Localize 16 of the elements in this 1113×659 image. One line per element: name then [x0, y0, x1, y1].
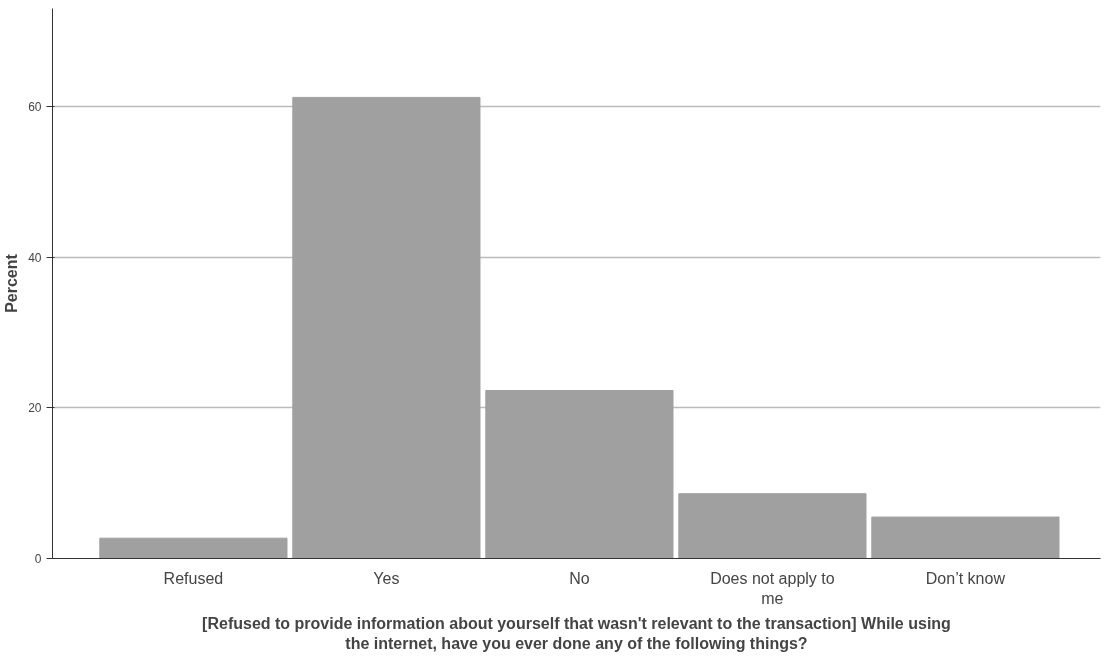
x-axis-title: [Refused to provide information about yourself that wasn't relevant to the transaction] While using the internet, have you ever done any of the following things? [202, 614, 951, 653]
bar [871, 516, 1060, 559]
y-tick-label: 0 [34, 552, 42, 566]
bar [485, 389, 674, 559]
y-tick-label: 40 [28, 250, 42, 265]
bar [99, 537, 288, 559]
bar [678, 493, 867, 559]
x-tick-label: Does not apply to me [710, 569, 835, 607]
bar [292, 96, 481, 559]
x-tick-label: Don’t know [925, 569, 1006, 587]
y-tick-label: 60 [28, 99, 42, 114]
y-tick-label: 20 [28, 401, 42, 416]
y-axis-title: Percent [3, 253, 21, 313]
x-tick-label: Refused [163, 569, 224, 587]
x-tick-label: Yes [373, 569, 400, 587]
x-tick-label: No [569, 569, 590, 587]
